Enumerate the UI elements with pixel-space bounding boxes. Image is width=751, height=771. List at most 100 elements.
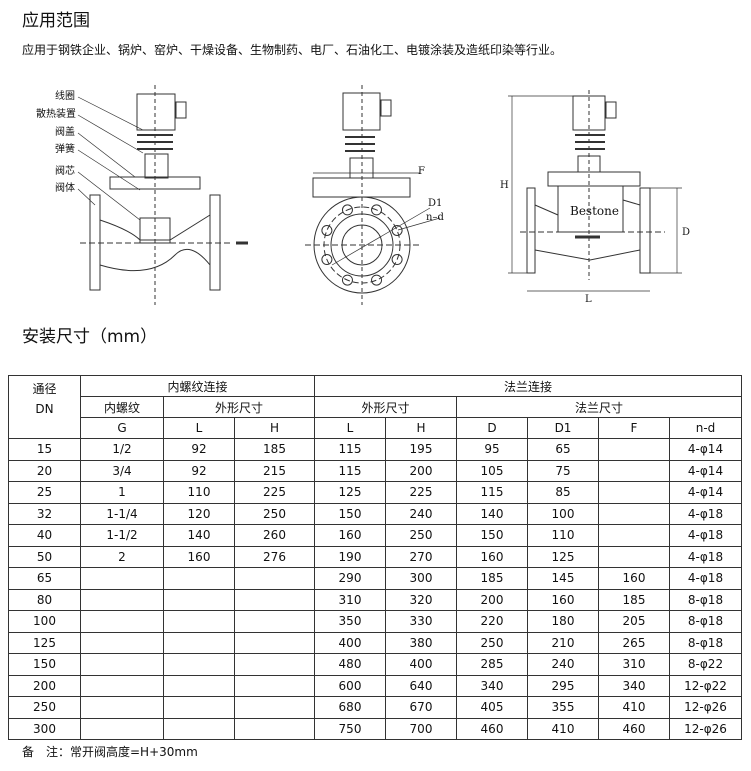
table-cell: 225 [234,481,315,504]
table-cell [80,567,164,590]
column-header: D [456,417,528,439]
table-cell: 250 [456,631,528,654]
table-cell: 150 [456,524,528,547]
header-dn: 通径 DN [8,375,81,439]
table-cell: 15 [8,438,81,461]
table-cell: 340 [456,674,528,697]
table-cell: 290 [314,567,386,590]
table-cell [80,653,164,676]
table-cell: 300 [385,567,457,590]
table-cell [163,588,235,611]
scope-text: 应用于钢铁企业、锅炉、窑炉、干燥设备、生物制药、电厂、石油化工、电镀涂装及造纸印… [22,43,563,57]
table-cell: 3/4 [80,459,164,482]
table-cell: 600 [314,674,386,697]
table-cell: 150 [314,502,386,525]
column-header: H [385,417,457,439]
table-cell [80,717,164,740]
table-cell [80,674,164,697]
table-cell: 4-φ18 [669,524,742,547]
header-flange: 法兰连接 [314,375,742,397]
table-cell: 380 [385,631,457,654]
label-spring: 弹簧 [55,142,75,155]
bolt-hole [371,274,383,286]
table-row: 150 480 400 285 240 310 8-φ22 [8,653,742,676]
table-cell: 110 [163,481,235,504]
table-cell: 145 [527,567,599,590]
table-row: 25 1 110 225 125 225 115 85 4-φ14 [8,481,742,504]
table-cell: 295 [527,674,599,697]
table-cell [163,567,235,590]
header-thread: 内螺纹连接 [80,375,315,397]
table-cell: 185 [456,567,528,590]
table-cell: 225 [385,481,457,504]
header-thread-sub: 内螺纹 [80,396,164,418]
table-cell: 65 [8,567,81,590]
bolt-hole [321,254,333,266]
table-cell: 310 [598,653,670,676]
table-cell: 115 [314,459,386,482]
table-cell [234,610,315,633]
table-row: 32 1-1/4 120 250 150 240 140 100 4-φ18 [8,502,742,525]
table-cell [598,524,670,547]
table-cell: 100 [8,610,81,633]
table-cell: 350 [314,610,386,633]
table-row: 125 400 380 250 210 265 8-φ18 [8,631,742,654]
table-cell [80,610,164,633]
table-cell: 110 [527,524,599,547]
table-cell: 300 [8,717,81,740]
table-cell: 330 [385,610,457,633]
table-cell: 1-1/4 [80,502,164,525]
table-cell: 355 [527,696,599,719]
table-cell: 700 [385,717,457,740]
bolt-hole [341,204,353,216]
table-cell: 92 [163,459,235,482]
table-cell: 460 [456,717,528,740]
table-cell: 32 [8,502,81,525]
table-cell: 4-φ14 [669,459,742,482]
table-cell: 285 [456,653,528,676]
dim-label-H: H [500,180,509,191]
table-cell: 1 [80,481,164,504]
table-cell: 160 [456,545,528,568]
table-cell: 65 [527,438,599,461]
table-cell: 680 [314,696,386,719]
table-cell: 190 [314,545,386,568]
label-body: 阀体 [55,181,75,194]
table-cell: 1-1/2 [80,524,164,547]
table-row: 100 350 330 220 180 205 8-φ18 [8,610,742,633]
table-cell: 205 [598,610,670,633]
table-cell: 115 [314,438,386,461]
table-cell: 12-φ26 [669,696,742,719]
table-cell: 4-φ14 [669,481,742,504]
table-cell [234,653,315,676]
table-cell: 4-φ18 [669,545,742,568]
table-cell: 250 [8,696,81,719]
section-title-install: 安装尺寸（mm） [22,327,158,347]
table-cell: 260 [234,524,315,547]
table-cell: 320 [385,588,457,611]
bolt-hole [341,274,353,286]
table-cell: 75 [527,459,599,482]
table-cell: 4-φ14 [669,438,742,461]
column-header: F [598,417,670,439]
table-cell [163,696,235,719]
table-cell: 185 [598,588,670,611]
header-dn-cn: 通径 [32,382,57,396]
table-cell: 240 [527,653,599,676]
table-cell [80,588,164,611]
table-row: 80 310 320 200 160 185 8-φ18 [8,588,742,611]
table-cell: 20 [8,459,81,482]
table-cell: 640 [385,674,457,697]
table-cell: 276 [234,545,315,568]
table-cell: 40 [8,524,81,547]
table-cell: 480 [314,653,386,676]
column-header: G [80,417,164,439]
table-cell [163,653,235,676]
column-header: H [234,417,315,439]
table-cell [234,567,315,590]
table-cell: 160 [314,524,386,547]
table-cell: 92 [163,438,235,461]
column-header: n-d [669,417,742,439]
section-title-scope: 应用范围 [22,11,90,31]
